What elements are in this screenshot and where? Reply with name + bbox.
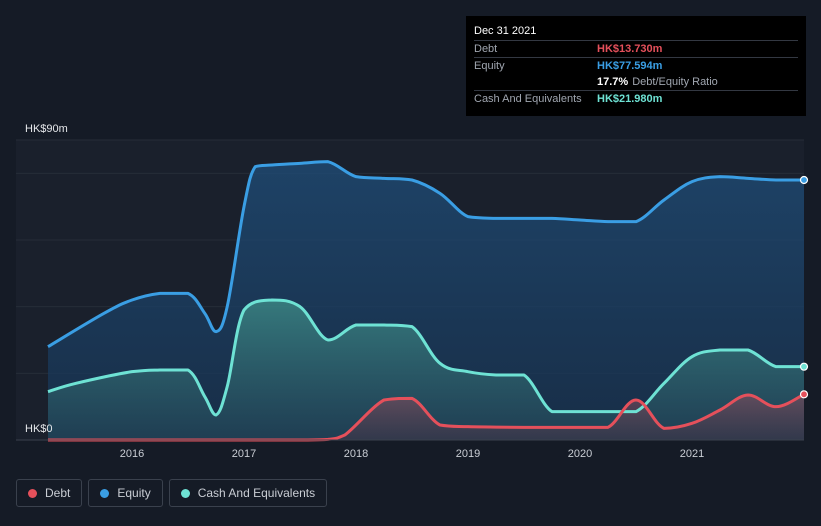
- tooltip-ratio-row: 17.7% Debt/Equity Ratio: [474, 74, 798, 90]
- legend-equity-dot: [100, 488, 110, 498]
- legend-cash-dot: [180, 488, 190, 498]
- debt-end-marker: [799, 390, 809, 399]
- tooltip-cash-value: HK$21.980m: [597, 93, 663, 105]
- tooltip-debt-value: HK$13.730m: [597, 43, 663, 55]
- equity-line: [47, 160, 804, 348]
- tooltip-ratio-spacer: [474, 74, 597, 90]
- legend-cash[interactable]: Cash And Equivalents: [168, 479, 328, 507]
- legend-cash-label: Cash And Equivalents: [197, 486, 316, 500]
- tooltip-cash-row: Cash And Equivalents HK$21.980m: [474, 90, 798, 107]
- chart-legend: Debt Equity Cash And Equivalents: [16, 479, 328, 507]
- tooltip-debt-label: Debt: [474, 43, 498, 55]
- tooltip-equity-value: HK$77.594m: [597, 60, 663, 72]
- tooltip-date: Dec 31 2021: [474, 25, 537, 37]
- y-axis-top-label: HK$90m: [25, 123, 68, 135]
- x-tick-label: 2018: [344, 448, 368, 460]
- x-tick-label: 2017: [232, 448, 256, 460]
- debt-area: [48, 394, 804, 440]
- legend-debt[interactable]: Debt: [16, 479, 83, 507]
- tooltip-ratio-label: Debt/Equity Ratio: [632, 76, 718, 88]
- x-tick-label: 2019: [456, 448, 480, 460]
- legend-equity[interactable]: Equity: [88, 479, 163, 507]
- tooltip-equity-row: Equity HK$77.594m: [474, 57, 798, 74]
- cash-end-marker: [799, 362, 809, 371]
- tooltip-equity-label: Equity: [474, 60, 505, 72]
- x-tick-label: 2021: [680, 448, 704, 460]
- equity-end-marker: [799, 175, 809, 185]
- tooltip-ratio-value: 17.7%: [597, 76, 629, 88]
- legend-debt-label: Debt: [45, 486, 71, 500]
- x-tick-label: 2020: [568, 448, 592, 460]
- tooltip-panel: Dec 31 2021 Debt HK$13.730m Equity HK$77…: [466, 16, 806, 116]
- cash-line: [47, 298, 804, 417]
- legend-equity-label: Equity: [117, 486, 151, 500]
- y-axis-bottom-label: HK$0: [25, 423, 53, 435]
- x-tick-label: 2016: [120, 448, 144, 460]
- tooltip-debt-row: Debt HK$13.730m: [474, 40, 798, 57]
- legend-debt-dot: [28, 488, 37, 498]
- tooltip-cash-label: Cash And Equivalents: [474, 93, 582, 105]
